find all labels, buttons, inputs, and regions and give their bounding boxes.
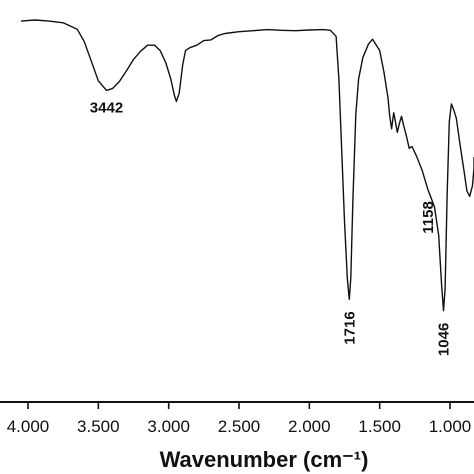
x-tick-label: 2.500 (218, 417, 261, 436)
plot-area: 3442171611581046653 (20, 19, 474, 356)
x-axis: 4.000 3.500 3.000 2.500 2.000 1.500 1.000 Wave… (0, 401, 474, 472)
x-tick-label: 2.000 (288, 417, 331, 436)
x-axis-title: Wavenumber (cm⁻¹) (160, 447, 369, 472)
peak-annotations: 3442171611581046653 (90, 99, 453, 356)
x-tick-label: 1.500 (358, 417, 401, 436)
x-tick-label: 1.000 (429, 417, 472, 436)
x-tick-label: 3.500 (77, 417, 120, 436)
x-tick-label: 4.000 (7, 417, 50, 436)
spectrum-series (20, 19, 474, 312)
peak-label-3442: 3442 (90, 99, 123, 116)
peak-label-1158: 1158 (420, 201, 437, 234)
spectrum-line-0 (20, 19, 474, 312)
peak-label-1716: 1716 (341, 311, 358, 344)
peak-label-1046: 1046 (436, 323, 453, 356)
x-tick-label: 3.000 (147, 417, 190, 436)
x-ticks: 4.000 3.500 3.000 2.500 2.000 1.500 1.000 (7, 402, 472, 436)
